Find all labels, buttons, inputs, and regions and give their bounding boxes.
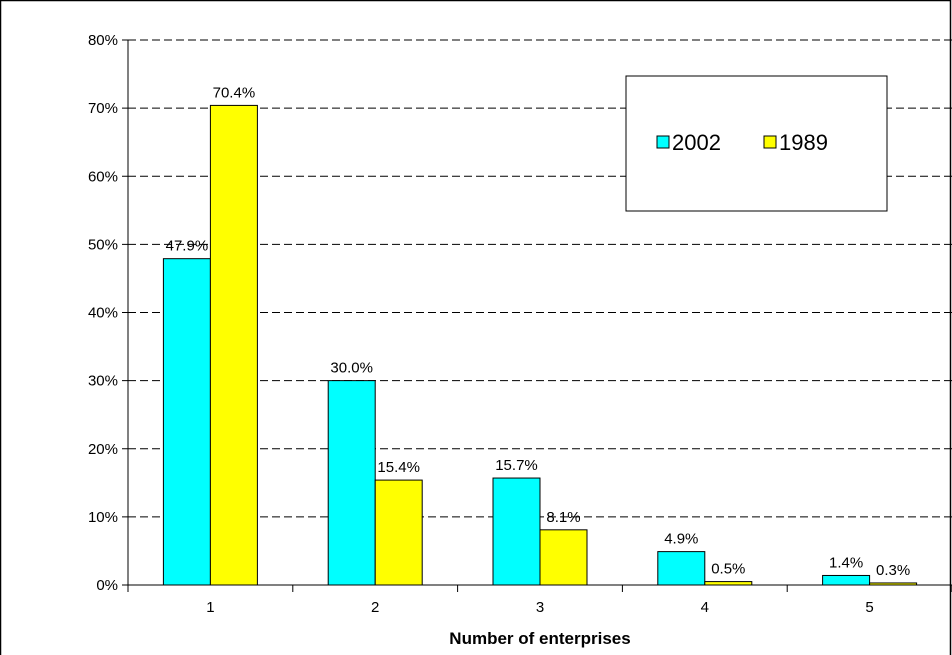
x-axis-title: Number of enterprises xyxy=(449,629,630,648)
x-tick-label: 3 xyxy=(536,599,544,616)
bar-1989-2 xyxy=(374,479,423,586)
data-label: 15.4% xyxy=(377,459,420,476)
data-labels: 47.9% 70.4% 30.0% 15.4% 15.7% 8.1% 4.9% 0.5% 1.4… xyxy=(166,84,911,579)
data-label: 0.3% xyxy=(876,562,910,579)
bar-2002-1 xyxy=(162,258,211,586)
data-label: 15.7% xyxy=(495,457,538,474)
data-label: 70.4% xyxy=(213,84,256,101)
x-tick-label: 2 xyxy=(371,599,379,616)
data-label: 0.5% xyxy=(711,561,745,578)
y-tick-label: 30% xyxy=(88,373,118,390)
y-tick-label: 70% xyxy=(88,100,118,117)
legend-swatch-2002 xyxy=(656,135,670,149)
y-tick-label: 10% xyxy=(88,509,118,526)
y-tick-label: 80% xyxy=(88,32,118,49)
legend: 2002 1989 xyxy=(625,75,888,212)
x-tick-label: 1 xyxy=(206,599,214,616)
data-label: 47.9% xyxy=(166,238,209,255)
bars xyxy=(162,104,918,586)
bar-2002-5 xyxy=(822,574,871,586)
bar-2002-3 xyxy=(492,477,541,586)
legend-swatch-1989 xyxy=(763,135,777,149)
bar-1989-1 xyxy=(209,104,258,586)
y-tick-label: 20% xyxy=(88,441,118,458)
data-label: 8.1% xyxy=(546,509,580,526)
axes: 0% 10% 20% 30% 40% 50% 60% 70% 80% 1 2 3 4 5 xyxy=(88,32,952,616)
data-label: 1.4% xyxy=(829,554,863,571)
bar-1989-3 xyxy=(539,529,588,586)
legend-label-2002: 2002 xyxy=(672,130,721,155)
y-tick-label: 40% xyxy=(88,305,118,322)
y-tick-label: 50% xyxy=(88,236,118,253)
data-label: 30.0% xyxy=(330,360,373,377)
x-tick-label: 5 xyxy=(865,599,873,616)
legend-label-1989: 1989 xyxy=(779,130,828,155)
data-label: 4.9% xyxy=(664,531,698,548)
y-tick-label: 0% xyxy=(96,577,118,594)
x-tick-label: 4 xyxy=(701,599,709,616)
bar-1989-4 xyxy=(704,581,753,586)
y-tick-label: 60% xyxy=(88,168,118,185)
bar-2002-2 xyxy=(327,380,376,586)
bar-2002-4 xyxy=(657,551,706,586)
